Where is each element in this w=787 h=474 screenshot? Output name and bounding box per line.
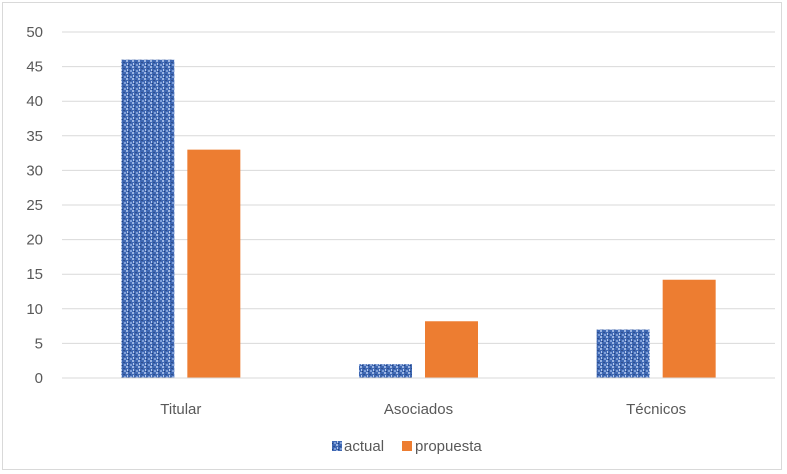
bar-propuesta-técnicos <box>662 279 716 378</box>
x-category-label: Técnicos <box>626 401 686 418</box>
bar-propuesta-titular <box>187 149 241 378</box>
x-axis: Titular Asociados Técnicos <box>62 377 775 418</box>
legend-label-propuesta: propuesta <box>415 438 482 455</box>
y-tick-label: 5 <box>35 335 43 352</box>
bar-actual-técnicos <box>596 329 650 378</box>
x-category-label: Titular <box>160 401 201 418</box>
y-tick-label: 30 <box>26 162 43 179</box>
y-tick-label: 20 <box>26 232 43 249</box>
y-tick-label: 0 <box>35 370 43 387</box>
y-tick-label: 15 <box>26 266 43 283</box>
x-category-label: Asociados <box>384 401 453 418</box>
legend: actual propuesta <box>332 438 482 455</box>
y-axis: 0 5 10 15 20 25 30 35 40 45 50 <box>26 24 43 387</box>
bars-layer <box>121 59 716 379</box>
legend-label-actual: actual <box>344 438 384 455</box>
y-tick-label: 45 <box>26 59 43 76</box>
y-tick-label: 35 <box>26 128 43 145</box>
y-tick-label: 25 <box>26 197 43 214</box>
y-tick-label: 10 <box>26 301 43 318</box>
legend-swatch-propuesta <box>402 441 412 451</box>
bar-propuesta-asociados <box>425 321 478 378</box>
bar-actual-asociados <box>359 364 412 378</box>
bar-actual-titular <box>121 59 175 379</box>
y-tick-label: 50 <box>26 24 43 41</box>
legend-swatch-actual <box>332 441 342 451</box>
y-tick-label: 40 <box>26 93 43 110</box>
